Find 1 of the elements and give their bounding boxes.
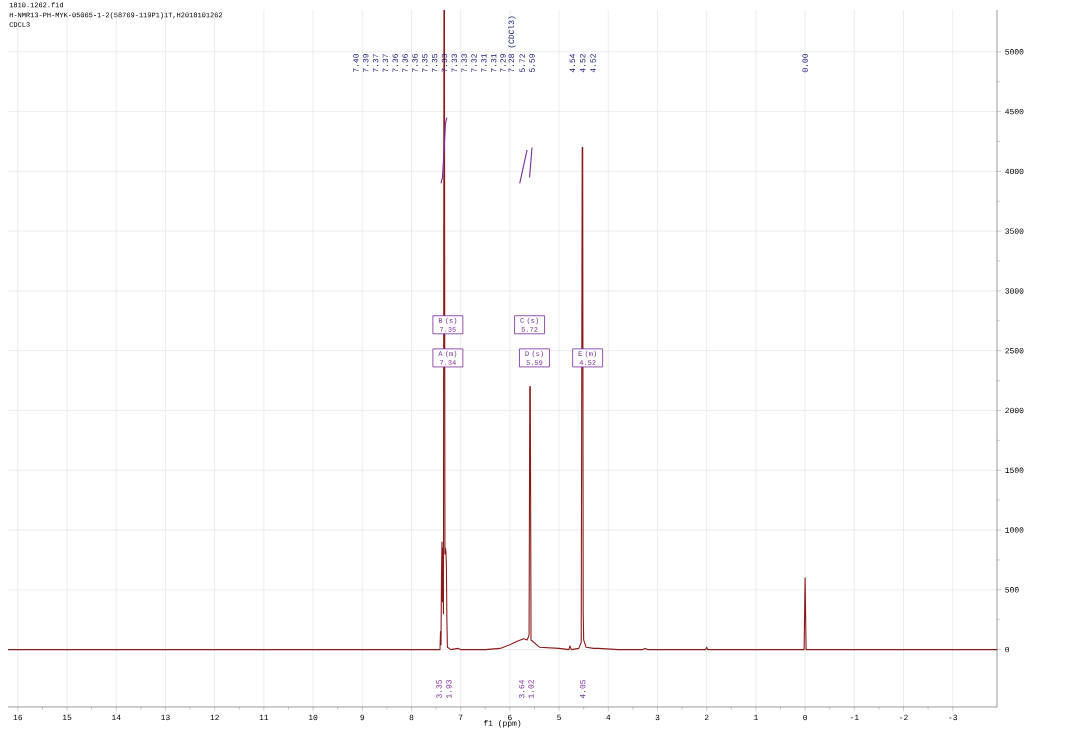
- line-series: [440, 117, 448, 184]
